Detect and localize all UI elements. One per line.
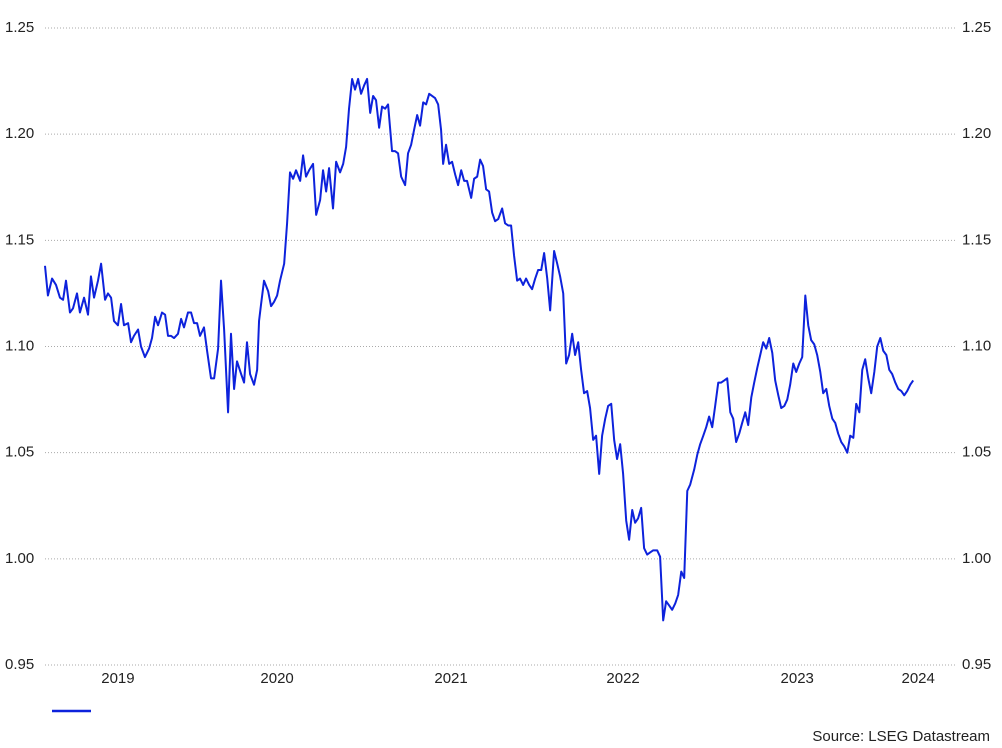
y-tick-label: 1.20 [5,125,34,142]
x-tick-label: 2020 [260,670,293,687]
y-tick-label: 1.00 [5,550,34,567]
x-tick-label: 2021 [434,670,467,687]
y2-tick-label: 1.00 [962,550,991,567]
y2-tick-label: 1.25 [962,19,991,36]
x-tick-label: 2019 [101,670,134,687]
x-tick-label: 2024 [901,670,934,687]
y-tick-label: 1.05 [5,444,34,461]
y2-tick-label: 1.20 [962,125,991,142]
y2-tick-label: 1.10 [962,337,991,354]
y2-tick-label: 1.15 [962,231,991,248]
source-note: Source: LSEG Datastream [812,728,990,745]
x-tick-label: 2023 [781,670,814,687]
x-tick-label: 2022 [606,670,639,687]
series-line [44,77,915,622]
y-tick-label: 1.15 [5,231,34,248]
y2-tick-label: 0.95 [962,656,991,673]
y-tick-label: 0.95 [5,656,34,673]
y-tick-label: 1.10 [5,337,34,354]
y2-tick-label: 1.05 [962,444,991,461]
y-tick-label: 1.25 [5,19,34,36]
